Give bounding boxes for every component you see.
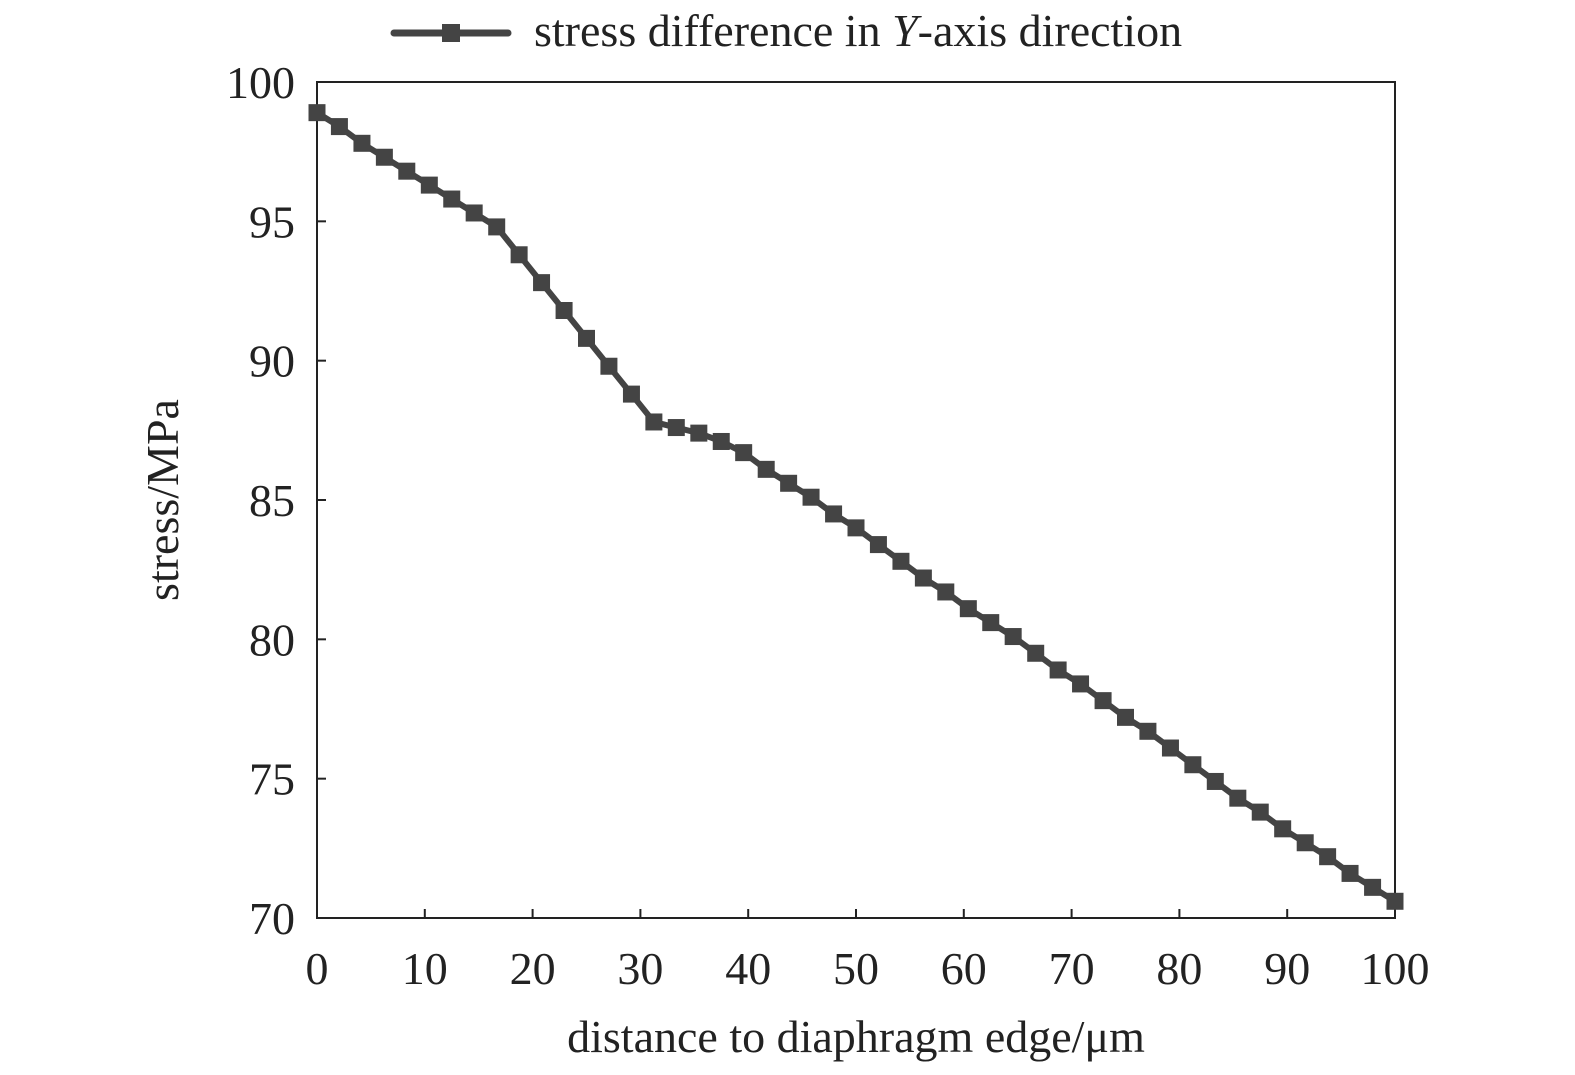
data-point-marker (959, 600, 977, 618)
y-axis: 70 75 80 85 90 95 100 (226, 57, 326, 944)
x-tick-label: 10 (402, 943, 448, 994)
data-point-marker (1319, 848, 1337, 866)
x-tick-label: 60 (941, 943, 987, 994)
data-point-marker (465, 204, 483, 222)
data-point-marker (712, 432, 730, 450)
series-line (314, 109, 1398, 905)
data-point-marker (982, 614, 1000, 632)
data-point-marker (1094, 692, 1112, 710)
y-tick-label: 80 (249, 614, 295, 665)
y-tick-label: 70 (249, 893, 295, 944)
x-axis: 0 10 20 30 40 50 60 70 80 90 100 (306, 909, 1430, 994)
data-point-marker (1341, 864, 1359, 882)
data-point-marker (1251, 803, 1269, 821)
legend: stress difference in Y-axis direction (390, 5, 1182, 56)
x-tick-label: 0 (306, 943, 329, 994)
data-point-marker (1139, 722, 1157, 740)
data-point-marker (667, 419, 685, 437)
data-point-marker (1049, 661, 1067, 679)
y-tick-label: 85 (249, 475, 295, 526)
data-point-marker (690, 424, 708, 442)
data-point-marker (443, 190, 461, 208)
data-point-marker (308, 104, 326, 122)
data-point-marker (757, 460, 775, 478)
data-point-marker (1229, 789, 1247, 807)
data-point-marker (488, 218, 506, 236)
data-point-marker (600, 357, 618, 375)
data-point-marker (892, 552, 910, 570)
y-tick-label: 75 (249, 754, 295, 805)
data-point-marker (847, 519, 865, 537)
data-point-marker (1117, 708, 1134, 726)
data-point-marker (1274, 820, 1292, 838)
legend-label-prefix: stress difference in (534, 5, 892, 56)
data-point-marker (353, 134, 371, 152)
x-tick-label: 100 (1361, 943, 1430, 994)
data-point-marker (420, 176, 438, 194)
y-axis-title: stress/MPa (137, 399, 188, 601)
x-tick-label: 30 (617, 943, 663, 994)
x-tick-label: 40 (725, 943, 771, 994)
data-point-marker (914, 569, 932, 587)
data-point-marker (533, 274, 551, 292)
data-point-marker (1027, 644, 1045, 662)
x-tick-label: 20 (510, 943, 556, 994)
data-point-marker (1072, 675, 1090, 693)
y-tick-label: 95 (249, 196, 295, 247)
data-point-marker (330, 118, 348, 136)
data-point-marker (780, 474, 798, 492)
y-tick-label: 100 (226, 57, 295, 108)
legend-label: stress difference in Y-axis direction (534, 5, 1182, 56)
data-point-marker (802, 488, 820, 506)
data-point-marker (510, 246, 528, 264)
x-tick-label: 50 (833, 943, 879, 994)
x-axis-title: distance to diaphragm edge/μm (567, 1011, 1145, 1062)
data-point-marker (825, 505, 843, 523)
data-point-marker (622, 385, 640, 403)
data-point-marker (735, 444, 753, 462)
data-point-marker (645, 413, 663, 431)
data-point-marker (578, 329, 595, 347)
data-point-marker (1386, 892, 1404, 910)
data-point-marker (398, 162, 416, 180)
data-point-marker (869, 536, 887, 554)
data-point-marker (937, 583, 955, 601)
data-point-marker (375, 148, 393, 166)
data-point-marker (555, 302, 573, 320)
x-tick-label: 90 (1264, 943, 1310, 994)
x-tick-label: 80 (1156, 943, 1202, 994)
data-point-marker (1364, 878, 1382, 896)
legend-label-suffix: -axis direction (918, 5, 1182, 56)
data-point-marker (1206, 772, 1224, 790)
x-tick-label: 70 (1049, 943, 1095, 994)
data-point-marker (1296, 834, 1314, 852)
y-tick-label: 90 (249, 336, 295, 387)
legend-marker-swatch (442, 24, 460, 42)
series-layer (308, 104, 1404, 910)
legend-label-italic: Y (892, 5, 922, 56)
data-point-marker (1004, 628, 1022, 646)
data-point-marker (1161, 739, 1179, 757)
data-point-marker (1184, 756, 1202, 774)
